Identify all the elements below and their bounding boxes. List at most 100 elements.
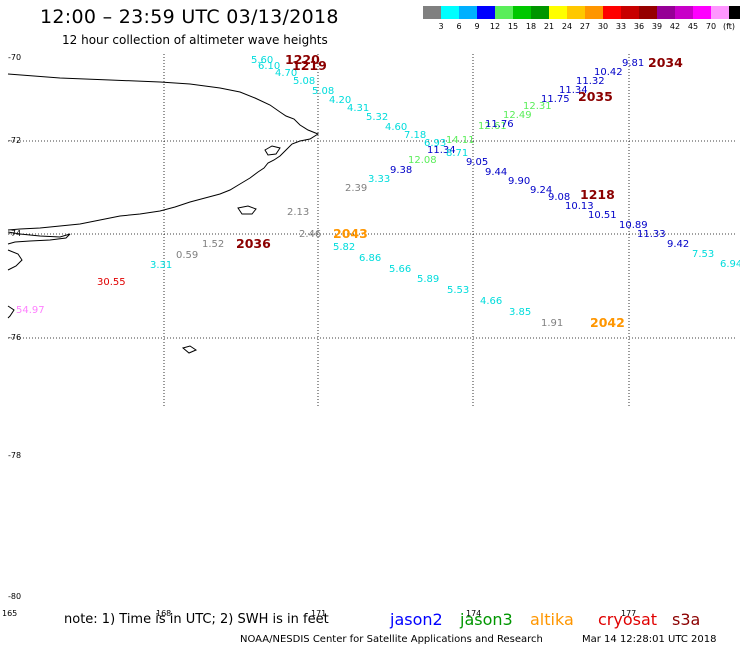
wave-height-label: 2.13 [287,207,310,218]
wave-height-label: 9.08 [548,192,571,203]
wave-height-label: 14.11 [446,135,475,146]
page-title: 12:00 – 23:59 UTC 03/13/2018 [40,6,339,28]
mission-name-cryosat: cryosat [598,610,658,629]
lat-label: -76 [8,333,22,342]
wave-height-label: 5.53 [447,285,470,296]
legend-tick-label: 30 [597,22,609,31]
legend-tick-label: 33 [615,22,627,31]
pass-time-label: 1220 [285,52,320,67]
wave-height-label: 5.82 [333,242,356,253]
legend-tick-label: 36 [633,22,645,31]
mission-name-altika: altika [530,610,574,629]
lat-label: -80 [8,592,22,601]
legend-tick-label: 42 [669,22,681,31]
timestamp: Mar 14 12:28:01 UTC 2018 [582,634,717,645]
wave-height-label: 10.89 [619,220,648,231]
map-grid [8,54,735,406]
wave-height-label: 54.97 [16,305,45,316]
wave-height-label: 0.59 [176,250,199,261]
mission-name-s3a: s3a [672,610,701,629]
wave-height-label: 4.31 [347,103,370,114]
wave-height-label: 7.53 [692,249,715,260]
lat-label: -72 [8,136,22,145]
legend-tick-label: 6 [456,22,462,31]
wave-height-label: 5.08 [312,86,335,97]
wave-height-label: 9.24 [530,185,553,196]
legend-tick-label: 15 [507,22,519,31]
wave-height-label: 5.32 [366,112,389,123]
pass-time-label: 2042 [590,315,625,330]
wave-height-label: 9.05 [466,157,489,168]
wave-height-label: 12.08 [408,155,437,166]
wave-height-label: 10.13 [565,201,594,212]
mission-name-jason2: jason2 [390,610,443,629]
wave-height-label: 12.61 [478,121,507,132]
wave-height-label: 8.71 [446,148,469,159]
legend-tick-label: 39 [651,22,663,31]
wave-height-label: 11.33 [637,229,666,240]
legend-tick-label: (ft) [722,22,736,31]
coastline [7,73,320,354]
page-subtitle: 12 hour collection of altimeter wave hei… [62,33,328,47]
pass-time-label: 2034 [648,55,683,70]
legend-swatch [495,6,513,19]
lon-label: 168 [156,609,172,618]
wave-height-label: 5.60 [251,55,274,66]
lat-label: -74 [8,229,22,238]
legend-swatch [567,6,585,19]
credit-line: NOAA/NESDIS Center for Satellite Applica… [240,634,543,645]
wave-height-label: 5.08 [293,76,316,87]
legend-tick-label: 9 [474,22,480,31]
lon-label: 171 [311,609,327,618]
legend-swatch [441,6,459,19]
legend-swatch [657,6,675,19]
legend-tick-label: 45 [687,22,699,31]
wave-height-label: 6.86 [359,253,382,264]
wave-height-label: 6.10 [258,61,281,72]
wave-height-label: 11.75 [541,94,570,105]
legend-swatch [585,6,603,19]
wave-height-label: 3.33 [368,174,391,185]
legend-swatch [621,6,639,19]
lat-label: -78 [8,451,22,460]
legend-tick-label: 21 [543,22,555,31]
legend-swatch [639,6,657,19]
wave-height-label: 9.44 [485,167,508,178]
wave-height-label: 1.91 [541,318,564,329]
wave-height-label: 5.66 [389,264,412,275]
wave-height-label: 5.89 [417,274,440,285]
lon-label: 165 [2,609,18,618]
legend-tick-label: 3 [438,22,444,31]
wave-height-label: 12.31 [523,101,552,112]
lon-label: 177 [621,609,637,618]
wave-height-label: 12.49 [503,110,532,121]
legend-swatch [693,6,711,19]
legend-swatch [729,6,740,19]
legend-swatch [549,6,567,19]
legend-swatch [459,6,477,19]
pass-time-label: 1218 [580,187,615,202]
legend-tick-label: 18 [525,22,537,31]
legend-tick-label: 70 [705,22,717,31]
pass-time-label: 2043 [333,226,368,241]
pass-time-label: 1219 [292,58,327,73]
wave-height-label: 11.32 [576,76,605,87]
footer-note: note: 1) Time is in UTC; 2) SWH is in fe… [64,612,329,627]
mission-name-jason3: jason3 [460,610,513,629]
wave-height-label: 2.39 [345,183,368,194]
wave-height-label: 11.76 [485,119,514,130]
wave-height-label: 7.18 [404,130,427,141]
wave-height-label: 9.81 [622,58,645,69]
wave-height-label: 11.34 [427,145,456,156]
wave-height-label: 10.51 [588,210,617,221]
wave-height-label: 3.85 [509,307,532,318]
wave-height-label: 4.70 [275,68,298,79]
wave-height-label: 9.38 [390,165,413,176]
legend-swatch [531,6,549,19]
legend-tick-label: 27 [579,22,591,31]
legend-swatch [675,6,693,19]
legend-swatch [423,6,441,19]
pass-time-label: 2035 [578,89,613,104]
wave-height-label: 11.34 [559,85,588,96]
